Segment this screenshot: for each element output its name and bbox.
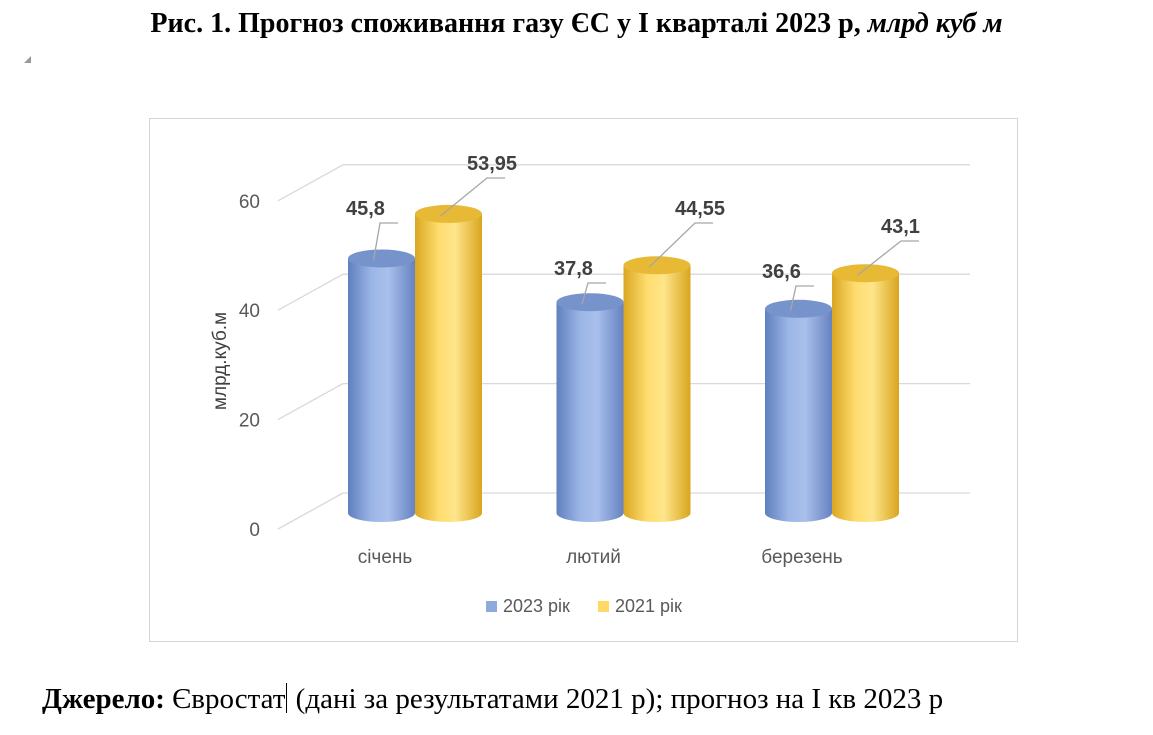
leader-line: [648, 222, 713, 268]
data-label: 37,8: [554, 258, 593, 280]
bar: [832, 264, 899, 522]
source-label: Джерело:: [42, 683, 165, 715]
legend-label: 2021 рік: [615, 596, 682, 616]
bar-top: [415, 204, 482, 223]
legend-label: 2023 рік: [503, 596, 570, 616]
chart-svg: 0 20 40 60 млрд.куб.м 45,8 53,95 січень 37,8 44,5…: [210, 153, 970, 616]
gridline-depth: [277, 164, 344, 202]
y-axis-label: млрд.куб.м: [210, 312, 231, 410]
gridline-depth: [277, 273, 344, 311]
y-tick-label: 40: [239, 301, 260, 322]
x-tick-label: лютий: [566, 547, 621, 568]
bar: [623, 256, 691, 522]
bar: [348, 249, 415, 522]
bar-top: [623, 256, 691, 275]
bar: [765, 299, 832, 522]
gridline-depth: [277, 492, 344, 530]
bar: [556, 293, 624, 522]
data-label: 44,55: [675, 198, 725, 220]
data-label: 45,8: [346, 198, 385, 220]
leader-line: [581, 282, 606, 305]
x-tick-label: січень: [358, 547, 413, 568]
data-label: 43,1: [881, 216, 920, 238]
bar: [415, 204, 482, 522]
text-cursor: [286, 683, 288, 713]
leader-line: [440, 177, 505, 217]
y-tick-label: 0: [249, 520, 260, 541]
corner-resize-mark: [24, 56, 31, 63]
data-label: 53,95: [467, 153, 517, 175]
x-tick-label: березень: [761, 547, 843, 568]
figure-title-unit: млрд куб м: [867, 8, 1003, 39]
bar-body: [348, 258, 415, 522]
leader-line: [857, 240, 919, 276]
bar-top: [832, 264, 899, 283]
leader-line: [372, 222, 398, 261]
bar-body: [556, 302, 624, 522]
y-tick-label: 20: [239, 411, 260, 432]
bar-top: [556, 293, 624, 312]
data-label: 36,6: [762, 261, 801, 283]
chart-area: 0 20 40 60 млрд.куб.м 45,8 53,95 січень 37,8 44,5…: [149, 118, 1018, 642]
source-text-part2: (дані за результатами 2021 р); прогноз н…: [288, 683, 944, 715]
bar-top: [348, 249, 415, 268]
bar-top: [765, 299, 832, 318]
figure-title: Рис. 1. Прогноз споживання газу ЄС у I к…: [0, 8, 1153, 40]
bar-body: [623, 265, 691, 522]
figure-title-main: Рис. 1. Прогноз споживання газу ЄС у I к…: [150, 8, 861, 39]
legend-item: 2023 рік: [486, 596, 570, 616]
bar-body: [415, 213, 482, 522]
legend-item: 2021 рік: [598, 596, 682, 616]
gridline-depth: [277, 383, 344, 421]
bar-body: [832, 273, 899, 522]
source-text-part1: Євростат: [172, 683, 286, 715]
bar-body: [765, 308, 832, 522]
source-note: Джерело: Євростат (дані за результатами …: [42, 683, 943, 716]
legend-swatch: [598, 601, 609, 612]
legend-swatch: [486, 601, 497, 612]
leader-line: [789, 285, 814, 311]
y-tick-label: 60: [239, 192, 260, 213]
